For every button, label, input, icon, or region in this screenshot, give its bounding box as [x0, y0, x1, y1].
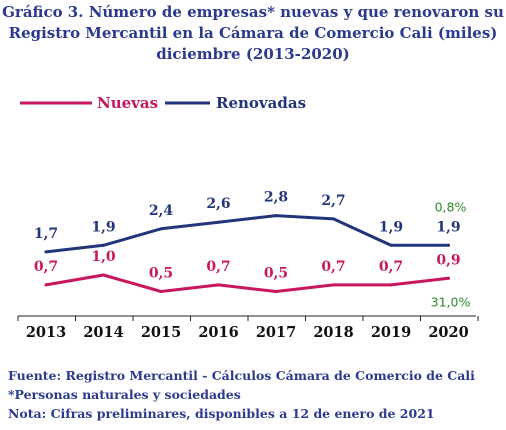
data-point-renovadas: [389, 243, 393, 247]
data-point-nuevas: [447, 276, 450, 280]
data-point-nuevas: [44, 283, 48, 287]
x-axis: 2013 2014 2015 2016 2017 2018 2019 2020: [17, 315, 479, 341]
data-point-renovadas: [217, 220, 220, 224]
data-label-nuevas: 0,7: [321, 259, 345, 275]
x-tick-label: 2016: [198, 324, 238, 341]
chart-footer: Fuente: Registro Mercantil - Cálculos Cá…: [8, 366, 503, 423]
data-point-nuevas: [332, 283, 335, 287]
series-lines: [44, 214, 450, 293]
chart-title: Gráfico 3. Número de empresas* nuevas y …: [0, 2, 506, 65]
data-label-nuevas: 1,0: [91, 249, 116, 265]
data-label-renovadas: 2,8: [264, 190, 288, 206]
x-tick-label: 2018: [313, 324, 353, 341]
x-tick-label: 2013: [26, 324, 66, 341]
data-point-renovadas: [102, 243, 105, 247]
data-label-nuevas: 0,5: [149, 266, 173, 282]
legend-label-renovadas: Renovadas: [216, 94, 306, 112]
data-label-renovadas: 1,9: [379, 219, 403, 235]
line-chart: Nuevas Renovadas 2013 2014 2015 2016 2017 2018…: [17, 94, 479, 341]
chart-title-line-2: Registro Mercantil en la Cámara de Comer…: [8, 24, 498, 42]
data-label-renovadas: 1,7: [34, 226, 58, 242]
data-label-nuevas: 0,7: [379, 259, 403, 275]
x-tick-label: 2015: [141, 324, 181, 341]
legend: Nuevas Renovadas: [20, 94, 306, 112]
data-label-renovadas: 2,6: [206, 196, 230, 212]
data-point-nuevas: [102, 273, 105, 277]
data-label-renovadas: 1,9: [436, 219, 460, 235]
data-point-nuevas: [159, 290, 163, 293]
data-label-renovadas: 2,7: [321, 193, 345, 209]
footnote-cifras: Nota: Cifras preliminares, disponibles a…: [8, 406, 435, 421]
x-tick-label: 2014: [83, 324, 123, 341]
data-point-renovadas: [274, 214, 278, 218]
data-point-renovadas: [44, 250, 48, 254]
series-line-renovadas: [44, 214, 450, 254]
footnote-personas: *Personas naturales y sociedades: [8, 387, 241, 402]
data-point-renovadas: [159, 227, 163, 231]
legend-label-nuevas: Nuevas: [97, 94, 158, 112]
data-label-renovadas: 2,4: [149, 203, 174, 219]
data-label-renovadas: 1,9: [91, 219, 115, 235]
annotation-change-nuevas: 31,0%: [431, 294, 471, 309]
chart-title-line-1: Gráfico 3. Número de empresas* nuevas y …: [2, 3, 504, 21]
data-point-nuevas: [217, 283, 220, 287]
data-point-renovadas: [447, 243, 450, 247]
data-label-nuevas: 0,9: [436, 252, 460, 268]
x-tick-label: 2019: [371, 324, 411, 341]
data-point-nuevas: [389, 283, 393, 287]
data-point-nuevas: [274, 290, 278, 293]
data-label-nuevas: 0,5: [264, 266, 288, 282]
x-tick-label: 2017: [256, 324, 296, 341]
data-label-nuevas: 0,7: [206, 259, 230, 275]
source-note: Fuente: Registro Mercantil - Cálculos Cá…: [8, 368, 475, 383]
data-label-nuevas: 0,7: [34, 259, 58, 275]
data-labels: 0,7 1,0 0,5 0,7 0,5 0,7 0,7 0,9 1,7 1,9 2,4 2,6 2,8 2…: [34, 190, 471, 310]
chart-title-line-3: diciembre (2013-2020): [156, 45, 350, 63]
x-tick-label: 2020: [428, 324, 468, 341]
annotation-change-renovadas: 0,8%: [435, 199, 467, 214]
data-point-renovadas: [332, 217, 335, 221]
series-line-nuevas: [44, 273, 450, 293]
